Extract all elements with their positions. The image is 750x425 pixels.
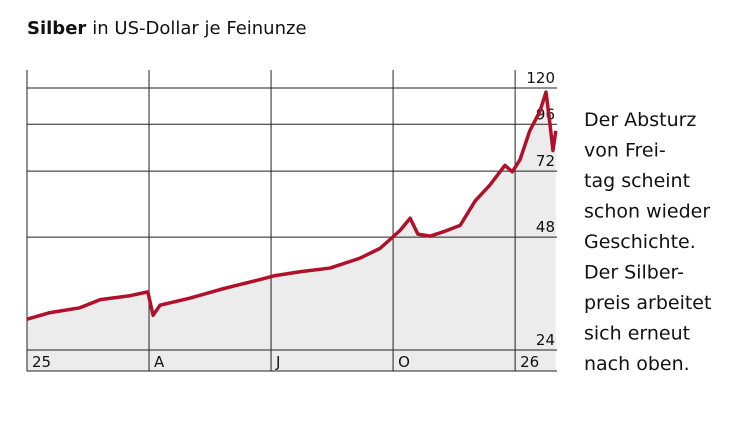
area xyxy=(27,92,556,371)
annotation-line: Der Silber- xyxy=(584,262,684,284)
x-tick-label: A xyxy=(154,353,165,371)
annotation-line: schon wieder xyxy=(584,201,710,223)
y-tick-label: 48 xyxy=(536,218,555,236)
title: in US-Dollar je Feinunze xyxy=(92,18,306,39)
chart-title: Silber in US-Dollar je Feinunze xyxy=(27,18,307,39)
y-tick-label: 72 xyxy=(536,152,555,170)
annotation-line: nach oben. xyxy=(584,353,690,375)
y-tick-label: 24 xyxy=(536,331,555,349)
annotation-line: von Frei- xyxy=(584,140,666,162)
annotation-line: Geschichte. xyxy=(584,231,696,253)
title-bold: Silber xyxy=(27,18,86,39)
y-tick-label: 120 xyxy=(526,69,555,87)
x-tick-label: J xyxy=(275,353,280,371)
annotation: Der Absturz von Frei-tag scheint schon wie… xyxy=(584,109,711,375)
annotation-line: preis arbeitet xyxy=(584,292,711,314)
x-tick-label: 25 xyxy=(32,353,51,371)
line xyxy=(26,90,558,321)
annotation-line: sich erneut xyxy=(584,323,690,345)
x-tick-label: 26 xyxy=(520,353,539,371)
x-tick-label: O xyxy=(398,353,410,371)
annotation-line: Der Absturz xyxy=(584,109,696,131)
annotation-line: tag scheint xyxy=(584,170,690,192)
